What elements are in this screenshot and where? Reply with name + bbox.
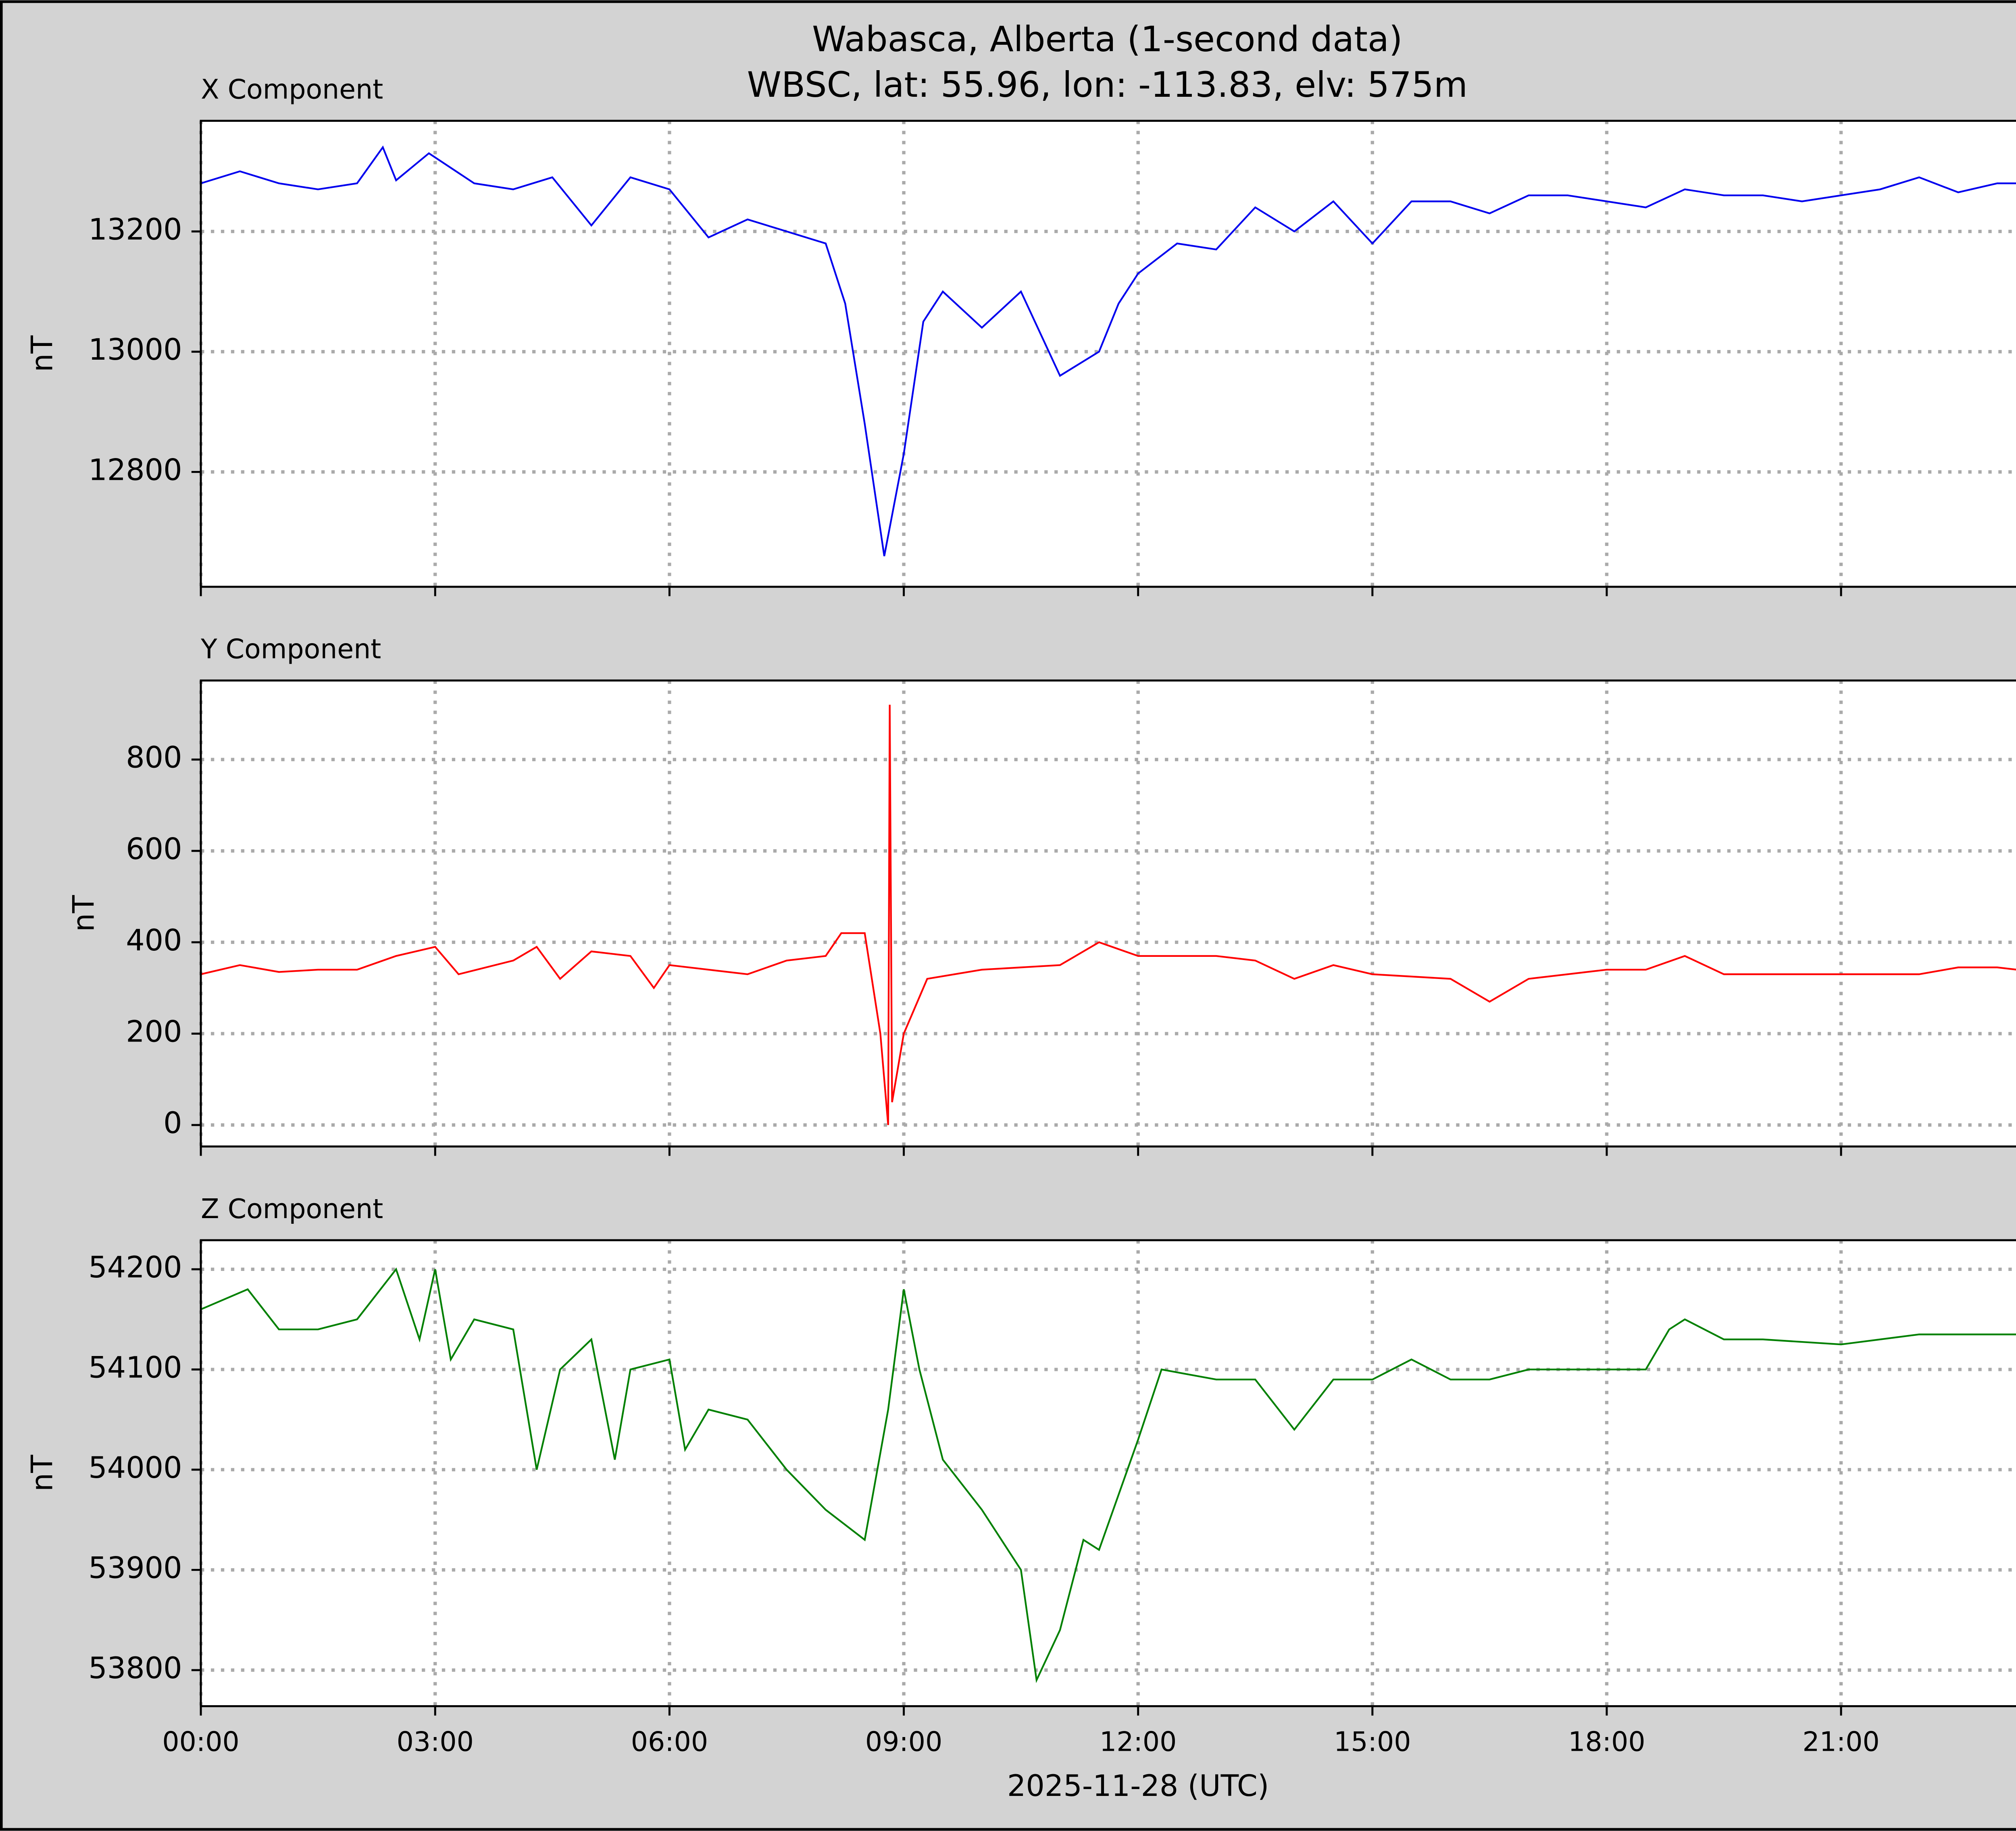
plot-area (201, 680, 2016, 1147)
y-tick-label: 54200 (88, 1250, 182, 1285)
y-tick-label: 0 (163, 1106, 182, 1140)
y-tick-label: 800 (126, 741, 182, 775)
panel-title: Y Component (200, 633, 381, 665)
x-tick-label: 00:00 (162, 1726, 239, 1757)
panel-title: Z Component (201, 1193, 383, 1225)
plot-area (201, 1240, 2016, 1706)
y-tick-label: 54100 (88, 1350, 182, 1385)
x-tick-label: 21:00 (1802, 1726, 1879, 1757)
x-tick-label: 18:00 (1568, 1726, 1645, 1757)
y-tick-label: 12800 (88, 453, 182, 487)
y-axis-label: nT (25, 335, 60, 372)
data-line (200, 1267, 2016, 1683)
y-tick-label: 400 (126, 923, 182, 958)
plot-frame (200, 1239, 2016, 1707)
figure-subtitle: WBSC, lat: 55.96, lon: -113.83, elv: 575… (747, 65, 1468, 105)
panel-title: X Component (201, 74, 383, 105)
x-tick-label: 03:00 (397, 1726, 474, 1757)
data-line (200, 145, 2016, 556)
x-axis-label: 2025-11-28 (UTC) (1007, 1769, 1269, 1803)
data-line (200, 704, 2016, 1125)
y-tick-label: 200 (126, 1015, 182, 1049)
plot-area (201, 121, 2016, 587)
y-axis-label: nT (25, 1455, 60, 1491)
plot-frame (200, 120, 2016, 588)
y-tick-label: 13000 (88, 333, 182, 367)
y-axis-label: nT (67, 895, 101, 932)
x-tick-label: 06:00 (631, 1726, 708, 1757)
y-tick-label: 600 (126, 832, 182, 866)
x-tick-label: 12:00 (1100, 1726, 1177, 1757)
plot-frame (200, 679, 2016, 1148)
x-tick-label: 15:00 (1334, 1726, 1411, 1757)
y-tick-label: 13200 (88, 212, 182, 247)
y-tick-label: 53800 (88, 1651, 182, 1685)
y-tick-label: 54000 (88, 1451, 182, 1485)
figure-title: Wabasca, Alberta (1-second data) (812, 19, 1403, 60)
y-tick-label: 53900 (88, 1551, 182, 1585)
x-tick-label: 09:00 (865, 1726, 942, 1757)
